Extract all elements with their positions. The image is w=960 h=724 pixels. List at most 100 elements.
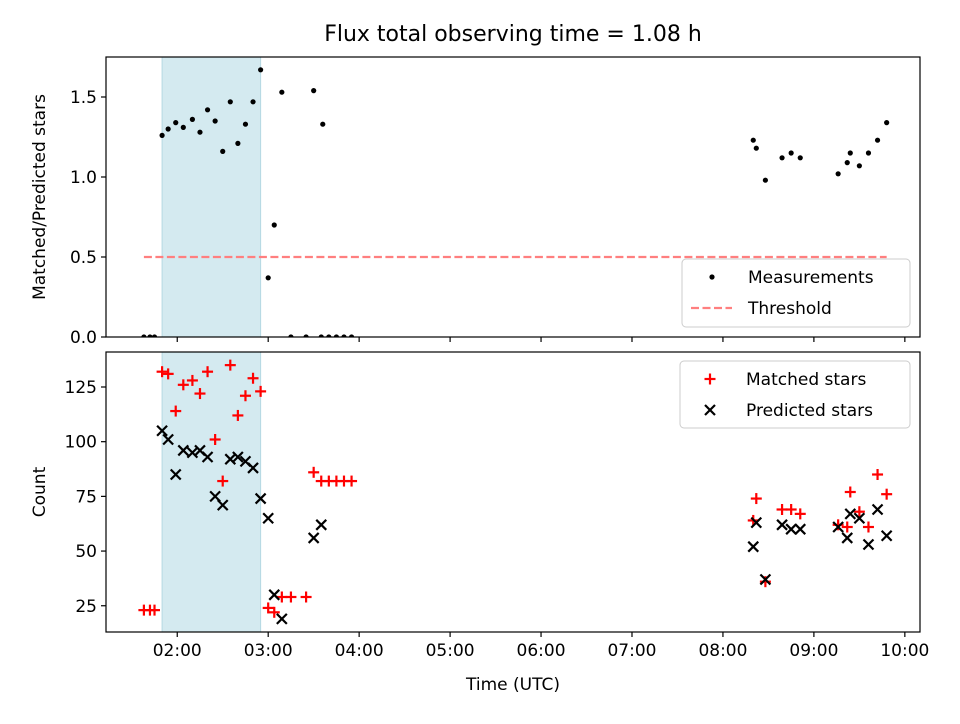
measurement-point bbox=[141, 334, 147, 337]
matched-star-point bbox=[872, 469, 884, 480]
x-tick-label: 09:00 bbox=[789, 641, 838, 661]
predicted-star-point bbox=[832, 521, 844, 533]
predicted-star-point bbox=[747, 540, 760, 553]
measurement-point bbox=[242, 121, 249, 127]
measurement-point bbox=[197, 129, 203, 135]
predicted-star-point bbox=[247, 462, 259, 474]
x-tick-label: 02:00 bbox=[153, 641, 202, 661]
predicted-star-point bbox=[216, 499, 229, 511]
x-tick-label: 06:00 bbox=[517, 641, 566, 661]
measurement-point bbox=[788, 150, 794, 156]
matched-star-point bbox=[186, 374, 198, 386]
plot-marks bbox=[138, 359, 893, 625]
y-tick-label: 0.0 bbox=[70, 328, 97, 348]
measurement-point bbox=[318, 334, 324, 337]
measurement-point bbox=[180, 124, 186, 130]
predicted-star-point bbox=[254, 492, 267, 505]
measurement-point bbox=[865, 150, 872, 156]
measurement-point bbox=[151, 334, 158, 337]
measurement-point bbox=[173, 120, 179, 126]
measurement-point bbox=[844, 160, 850, 166]
matched-star-point bbox=[794, 508, 806, 520]
x-tick-label: 08:00 bbox=[698, 641, 747, 661]
plot-marks bbox=[141, 67, 890, 337]
matched-star-point bbox=[841, 521, 853, 533]
measurement-point bbox=[271, 222, 277, 228]
measurement-point bbox=[235, 140, 241, 146]
chart-title: Flux total observing time = 1.08 h bbox=[324, 22, 702, 47]
predicted-star-point bbox=[276, 613, 288, 625]
predicted-star-point bbox=[156, 424, 168, 437]
x-tick-label: 05:00 bbox=[426, 641, 475, 661]
matched-star-point bbox=[853, 506, 865, 518]
predicted-star-point bbox=[776, 519, 788, 531]
measurement-point bbox=[311, 88, 317, 94]
matched-star-point bbox=[262, 602, 274, 614]
panel-1: 25 50 75 100 125 02:00 03:00 04:00 05:00 06:00 07:… bbox=[30, 351, 929, 695]
legend-swatch-measurement bbox=[709, 274, 715, 280]
legend-label: Matched stars bbox=[746, 370, 866, 390]
predicted-star-point bbox=[853, 512, 866, 525]
measurement-point bbox=[204, 107, 211, 113]
predicted-star-point bbox=[750, 516, 763, 529]
predicted-star-point bbox=[880, 529, 893, 542]
matched-star-point bbox=[268, 606, 280, 618]
predicted-star-point bbox=[162, 433, 174, 446]
measurement-point bbox=[874, 137, 881, 143]
measurement-point bbox=[348, 334, 355, 337]
matched-star-point bbox=[209, 434, 221, 445]
y-tick-label: 1.5 bbox=[70, 88, 97, 108]
measurement-point bbox=[147, 334, 153, 337]
measurement-point bbox=[258, 67, 264, 73]
predicted-star-point bbox=[201, 451, 214, 463]
y-axis-label: Count bbox=[30, 466, 50, 517]
measurement-point bbox=[279, 89, 285, 95]
panel-0: 0.0 0.5 1.0 1.5 Matched/Predicted stars Measu… bbox=[30, 56, 921, 348]
y-tick-label: 1.0 bbox=[70, 168, 97, 188]
x-tick-label: 03:00 bbox=[244, 641, 293, 661]
matched-star-point bbox=[149, 604, 161, 616]
x-tick-label: 07:00 bbox=[607, 641, 656, 661]
y-tick-label: 125 bbox=[65, 378, 97, 398]
measurement-point bbox=[303, 334, 309, 337]
matched-star-point bbox=[194, 388, 206, 400]
matched-star-point bbox=[255, 385, 267, 397]
measurement-point bbox=[250, 99, 256, 105]
measurement-point bbox=[835, 171, 841, 177]
legend-label: Measurements bbox=[748, 268, 874, 288]
measurement-point bbox=[326, 334, 332, 337]
plot-frame bbox=[105, 351, 921, 633]
y-tick-label: 25 bbox=[75, 597, 97, 617]
measurement-point bbox=[265, 275, 271, 281]
predicted-star-point bbox=[307, 532, 320, 544]
matched-star-point bbox=[346, 475, 358, 487]
matched-star-point bbox=[750, 493, 762, 505]
measurement-point bbox=[753, 145, 759, 151]
legend: Measurements Threshold bbox=[681, 258, 911, 328]
legend-swatch-matched bbox=[704, 373, 716, 385]
matched-star-point bbox=[844, 486, 856, 498]
matched-star-point bbox=[785, 504, 797, 515]
measurement-point bbox=[212, 118, 218, 124]
measurement-point bbox=[762, 177, 768, 183]
predicted-star-point bbox=[785, 523, 797, 535]
matched-star-point bbox=[170, 405, 182, 417]
x-axis-label: Time (UTC) bbox=[465, 675, 560, 695]
legend-box bbox=[679, 360, 911, 429]
predicted-star-point bbox=[871, 503, 884, 516]
matched-star-point bbox=[247, 372, 259, 384]
matched-star-point bbox=[156, 366, 168, 378]
predicted-star-point bbox=[262, 512, 274, 525]
matched-star-point bbox=[162, 368, 174, 380]
legend-swatch-predicted bbox=[704, 404, 716, 416]
matched-star-point bbox=[202, 366, 214, 378]
y-tick-label: 50 bbox=[75, 542, 97, 562]
measurement-point bbox=[750, 137, 756, 143]
plot-frame bbox=[105, 56, 921, 338]
matched-star-point bbox=[862, 521, 874, 533]
measurement-point bbox=[220, 148, 226, 154]
y-tick-label: 100 bbox=[65, 433, 97, 453]
measurement-point bbox=[847, 150, 853, 156]
